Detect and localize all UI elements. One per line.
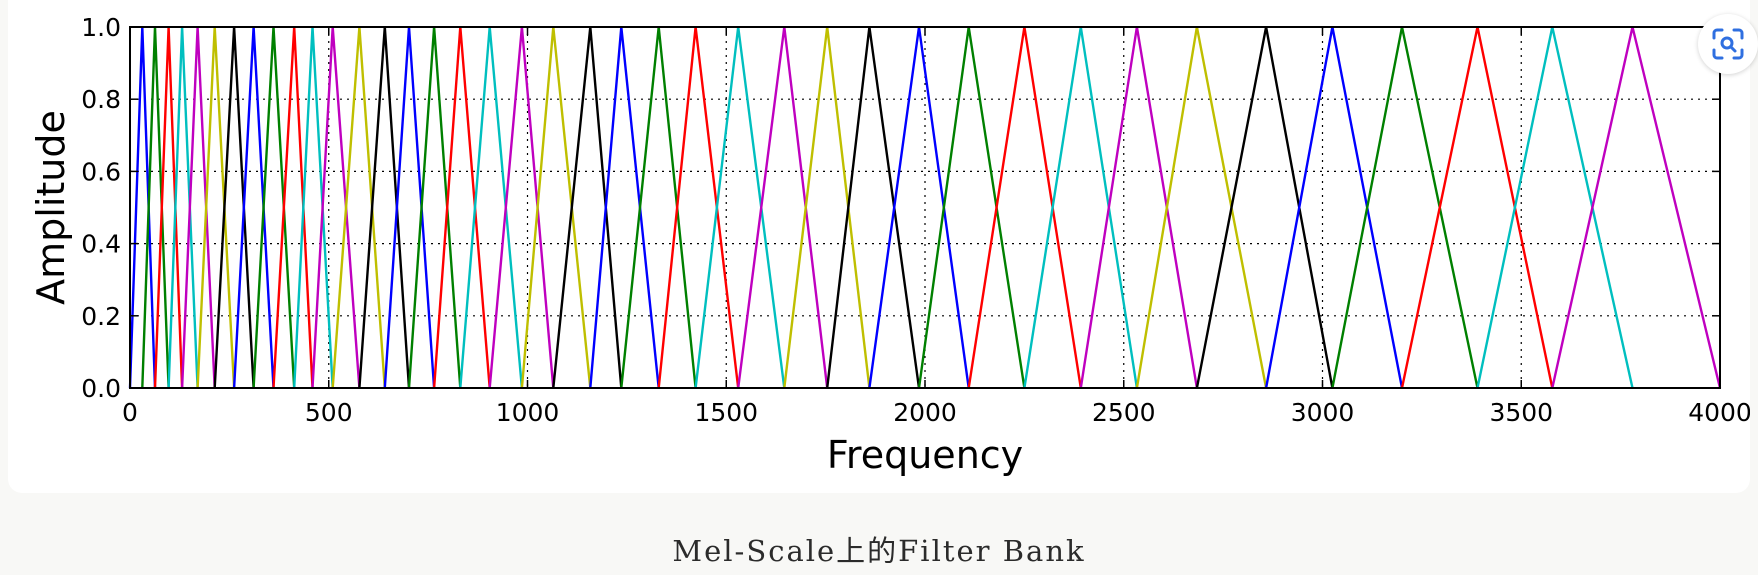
y-tick-label: 0.0: [81, 374, 121, 403]
filter-triangle: [128, 26, 157, 389]
filter-triangle: [196, 26, 236, 389]
filter-triangle: [358, 26, 411, 389]
x-tick-label: 2000: [893, 398, 957, 427]
filter-triangle: [520, 26, 592, 389]
filter-triangle: [917, 26, 1026, 389]
x-tick-label: 500: [305, 398, 353, 427]
filter-triangle: [620, 26, 697, 389]
y-axis-label: Amplitude: [29, 110, 73, 305]
filter-triangle: [1400, 26, 1554, 389]
filter-triangle: [1551, 26, 1722, 389]
filter-triangle: [432, 26, 491, 389]
x-tick-label: 1000: [496, 398, 560, 427]
y-tick-label: 1.0: [81, 13, 121, 42]
filter-triangle: [167, 26, 199, 389]
mel-filter-bank-chart: 0 500 1000 1500 2000 2500 3000 3500 4000 0.0 0.2 0.…: [29, 13, 1750, 477]
x-tick-label: 2500: [1092, 398, 1156, 427]
grid-lines: [130, 27, 1720, 388]
filter-triangle: [1264, 26, 1404, 389]
x-axis-label: Frequency: [827, 433, 1023, 477]
x-tick-label: 1500: [694, 398, 758, 427]
x-tick-label: 4000: [1688, 398, 1750, 427]
filter-triangle: [213, 26, 255, 389]
filter-triangle: [552, 26, 623, 389]
filter-triangle: [153, 26, 184, 389]
axis-ticks: 0 500 1000 1500 2000 2500 3000 3500 4000 0.0 0.2 0.…: [81, 13, 1750, 427]
filter-triangle: [967, 26, 1082, 389]
filter-triangle: [331, 26, 386, 389]
filter-series: [128, 26, 1722, 389]
filter-triangle: [657, 26, 740, 389]
filter-triangle: [1135, 26, 1268, 389]
filter-triangle: [459, 26, 524, 389]
image-search-icon: [1712, 28, 1744, 60]
filter-triangle: [826, 26, 921, 389]
filter-triangle: [232, 26, 275, 389]
x-tick-label: 3000: [1291, 398, 1355, 427]
x-tick-label: 0: [122, 398, 138, 427]
y-tick-label: 0.2: [81, 302, 121, 331]
y-tick-label: 0.4: [81, 230, 121, 259]
filter-triangle: [407, 26, 462, 389]
filter-triangle: [1476, 26, 1634, 389]
figure-caption: Mel-Scale上的Filter Bank: [672, 534, 1086, 568]
image-search-button[interactable]: [1698, 14, 1758, 74]
filter-triangle: [1079, 26, 1199, 389]
filter-triangle: [383, 26, 436, 389]
filter-triangle: [141, 26, 170, 389]
filter-triangle: [252, 26, 296, 389]
filter-triangle: [1195, 26, 1334, 389]
y-tick-label: 0.6: [81, 157, 121, 186]
filter-triangle: [272, 26, 314, 389]
filter-triangle: [488, 26, 555, 389]
x-tick-label: 3500: [1489, 398, 1553, 427]
filter-triangle: [180, 26, 216, 389]
filter-triangle: [1331, 26, 1479, 389]
filter-triangle: [737, 26, 829, 389]
filter-triangle: [783, 26, 871, 389]
y-tick-label: 0.8: [81, 85, 121, 114]
filter-triangle: [293, 26, 334, 389]
filter-triangle: [694, 26, 786, 389]
filter-triangle: [868, 26, 970, 389]
filter-triangle: [1023, 26, 1139, 389]
plot-frame: [129, 26, 1721, 389]
chart-card: 0 500 1000 1500 2000 2500 3000 3500 4000 0.0 0.2 0.…: [8, 0, 1758, 493]
filter-triangle: [589, 26, 660, 389]
